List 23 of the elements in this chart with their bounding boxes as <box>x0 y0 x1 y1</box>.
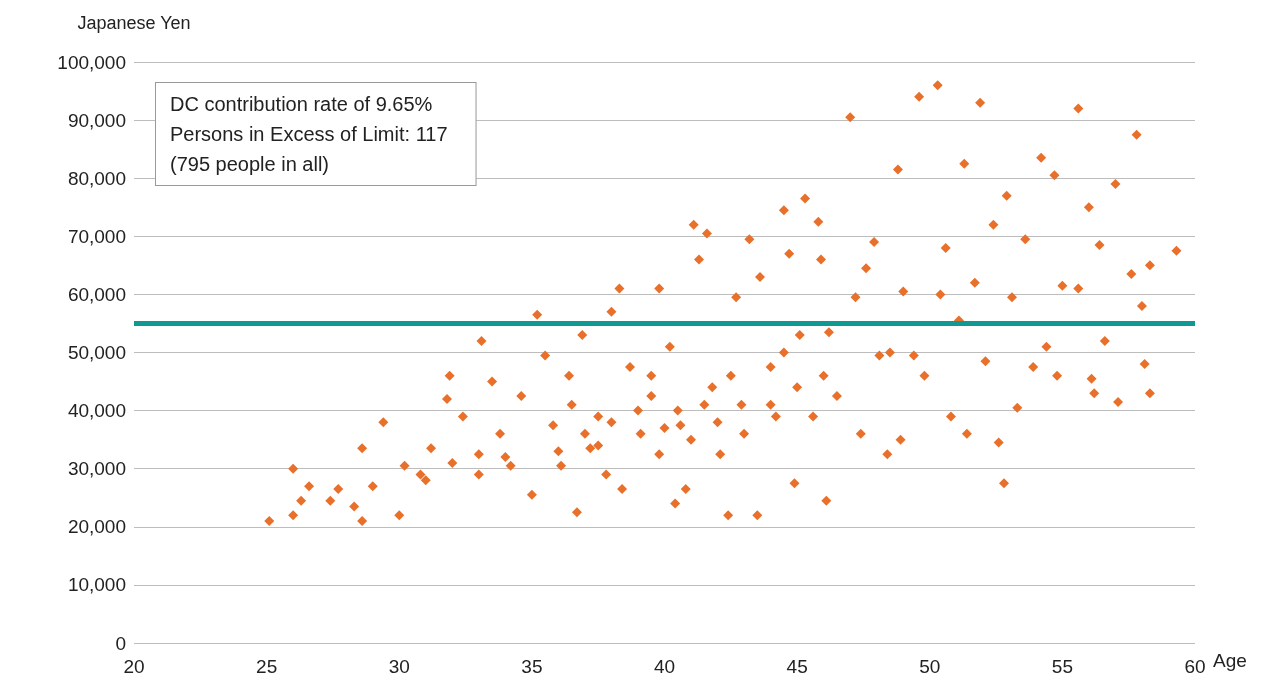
x-tick-label: 55 <box>1051 656 1073 677</box>
y-tick-label: 0 <box>115 632 126 654</box>
x-tick-label: 45 <box>786 656 808 677</box>
y-tick-label: 10,000 <box>67 574 126 596</box>
y-tick-label: 20,000 <box>67 516 126 538</box>
y-tick-label: 100,000 <box>57 51 126 73</box>
y-axis-title: Japanese Yen <box>77 13 191 33</box>
y-tick-label: 70,000 <box>67 225 126 247</box>
y-tick-label: 60,000 <box>67 283 126 305</box>
annotation: DC contribution rate of 9.65% Persons in Excess of Limit: 117 (795 people in all) <box>170 93 448 175</box>
x-tick-label: 35 <box>521 656 543 677</box>
x-tick-label: 25 <box>256 656 278 677</box>
y-tick-label: 30,000 <box>67 458 126 480</box>
y-tick-label: 40,000 <box>67 400 126 422</box>
x-tick-label: 60 <box>1184 656 1206 677</box>
y-tick-label: 50,000 <box>67 342 126 363</box>
x-axis-title: Age <box>1213 650 1247 671</box>
y-tick-label: 90,000 <box>67 109 126 131</box>
x-tick-label: 20 <box>123 656 145 677</box>
x-tick-label: 30 <box>388 656 410 677</box>
x-tick-label: 50 <box>919 656 941 677</box>
y-tick-label: 80,000 <box>67 167 126 189</box>
x-tick-label: 40 <box>653 656 676 677</box>
